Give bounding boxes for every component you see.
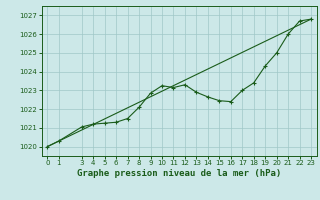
X-axis label: Graphe pression niveau de la mer (hPa): Graphe pression niveau de la mer (hPa)	[77, 169, 281, 178]
